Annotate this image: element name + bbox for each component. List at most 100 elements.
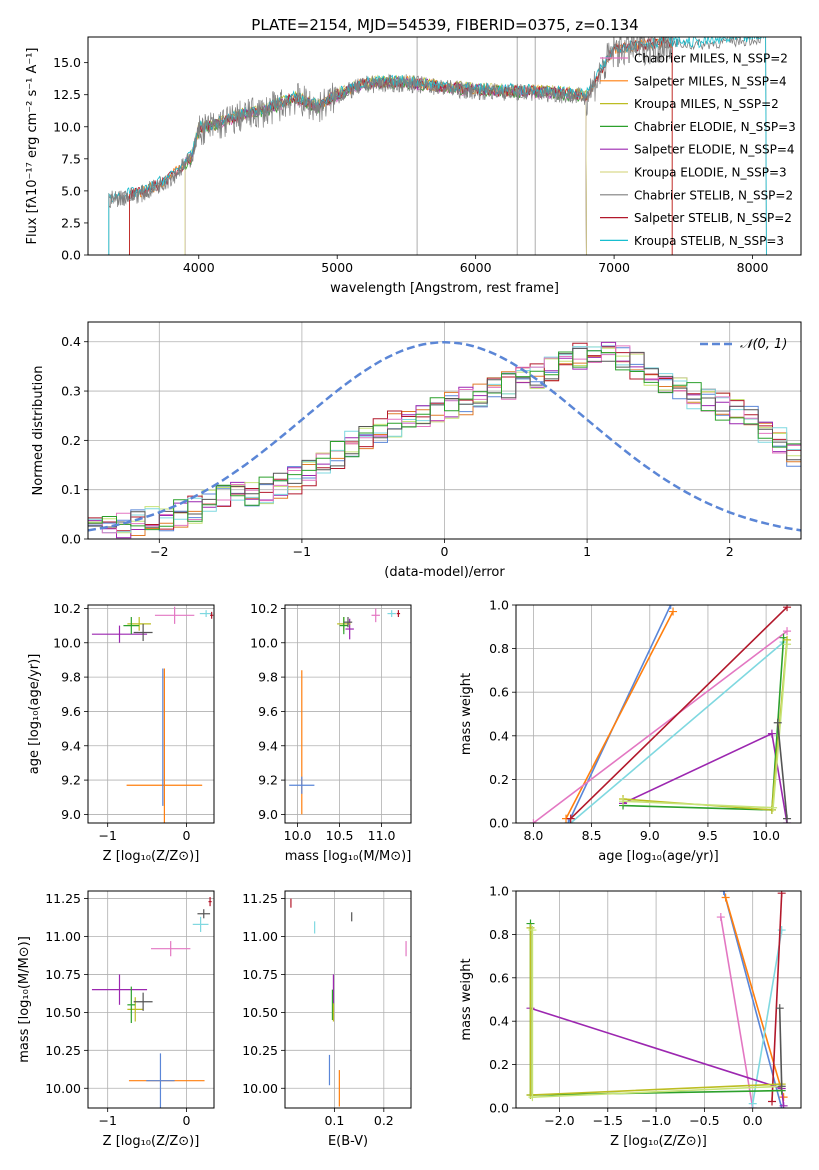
plus-marker — [528, 926, 537, 935]
plus-marker — [767, 729, 776, 738]
mass-weight-line — [776, 722, 788, 819]
y-tick-label: 9.2 — [258, 773, 278, 788]
x-tick-label: 8000 — [737, 260, 769, 275]
axes-frame — [87, 604, 215, 824]
legend-entry: Kroupa ELODIE, N_SSP=3 — [634, 166, 787, 180]
y-tick-label: 9.0 — [258, 807, 278, 822]
y-tick-label: 0.8 — [489, 927, 509, 942]
plot-area — [91, 606, 214, 823]
mass-weight-line — [722, 891, 783, 1108]
y-tick-label: 9.0 — [61, 807, 81, 822]
plus-marker — [769, 803, 778, 812]
mass-weight-line — [751, 929, 783, 1104]
plus-marker — [566, 814, 575, 823]
plus-marker — [783, 640, 792, 649]
x-tick-label: −2 — [150, 544, 168, 559]
y-axis-label: age [log₁₀(age/yr)] — [27, 654, 42, 775]
mass-vs-ebv-panel: 0.1 0.2 10.00 10.25 10.50 10.75 11.00 11.25 E(B-… — [242, 890, 412, 1149]
age-vs-mass-panel: 10.0 10.5 11.0 9.0 9.2 9.4 9.6 9.8 10.0 10.2 mass … — [250, 601, 412, 864]
x-axis-label: wavelength [Angstrom, rest frame] — [330, 281, 559, 296]
x-axis-label: E(B-V) — [328, 1134, 368, 1149]
mass-weight-line — [771, 893, 783, 1102]
y-tick-label: 10.75 — [242, 967, 278, 982]
y-tick-label: 10.2 — [250, 601, 278, 616]
x-tick-label: 10.0 — [752, 828, 780, 843]
plus-marker — [748, 1099, 757, 1108]
plot-area — [289, 608, 401, 815]
y-axis-label: Flux [fλ10⁻¹⁷ erg cm⁻² s⁻¹ A⁻¹] — [25, 48, 40, 245]
plot-area — [290, 898, 407, 1107]
mass-weight-line — [778, 1008, 783, 1087]
model-spectrum-line — [184, 74, 587, 255]
mass-weight-line — [720, 916, 754, 1108]
y-tick-label: 10.0 — [53, 635, 81, 650]
y-tick-label: 10.00 — [45, 1081, 81, 1096]
plot-area — [526, 891, 788, 1108]
age-vs-metallicity-panel: −1 0 9.0 9.2 9.4 9.6 9.8 10.0 10.2 Z [log₁₀(Z/Z⊙)… — [27, 601, 215, 864]
x-axis-label: age [log₁₀(age/yr)] — [598, 849, 719, 864]
y-axis-label: Normed distribution — [31, 366, 46, 496]
axes-frame — [87, 321, 802, 540]
y-tick-label: 0.0 — [489, 1101, 509, 1116]
plus-marker — [768, 1097, 777, 1106]
y-tick-label: 0.0 — [489, 816, 509, 831]
residual-histogram-panel: −2 −1 0 1 2 0.0 0.1 0.2 0.3 0.4 (data-model)/error… — [31, 321, 802, 580]
y-tick-label: 9.8 — [61, 670, 81, 685]
plot-area — [91, 897, 212, 1108]
plus-marker — [777, 891, 786, 898]
y-tick-label: 0.0 — [61, 532, 81, 547]
x-tick-label: −1.0 — [641, 1113, 671, 1128]
axes-frame — [284, 604, 412, 824]
plus-marker — [777, 926, 786, 935]
y-tick-label: 0.2 — [489, 772, 509, 787]
y-tick-label: 0.3 — [61, 384, 81, 399]
y-tick-label: 0.2 — [61, 433, 81, 448]
y-tick-label: 0.6 — [489, 970, 509, 985]
plus-marker — [716, 913, 725, 922]
axes-frame — [87, 36, 802, 256]
legend-entry: Kroupa MILES, N_SSP=2 — [634, 97, 779, 111]
x-tick-label: 0.1 — [324, 1113, 344, 1128]
mass-weight-line — [570, 641, 785, 823]
legend-entry: Salpeter STELIB, N_SSP=2 — [634, 211, 792, 225]
plus-marker — [528, 1093, 537, 1102]
y-tick-label: 10.0 — [53, 119, 81, 134]
y-tick-label: 11.00 — [242, 929, 278, 944]
x-tick-label: 1 — [583, 544, 591, 559]
normal-distribution-curve — [88, 340, 801, 532]
y-tick-label: 9.6 — [258, 704, 278, 719]
x-tick-label: 10.5 — [326, 828, 354, 843]
x-axis-label: (data-model)/error — [384, 565, 505, 580]
x-tick-label: 8.0 — [524, 828, 544, 843]
axes-frame — [284, 890, 412, 1109]
plus-marker — [773, 718, 782, 727]
mass-vs-metallicity-panel: −1 0 10.00 10.25 10.50 10.75 11.00 11.25 Z [log₁… — [17, 890, 215, 1149]
x-tick-label: −0.5 — [689, 1113, 719, 1128]
legend-entry: Salpeter MILES, N_SSP=4 — [634, 74, 787, 88]
legend-entry: Salpeter ELODIE, N_SSP=4 — [634, 143, 795, 157]
x-tick-label: −1.5 — [593, 1113, 623, 1128]
legend-entry: Chabrier STELIB, N_SSP=2 — [634, 188, 793, 202]
x-tick-label: 5000 — [321, 260, 353, 275]
x-axis-label: Z [log₁₀(Z/Z⊙)] — [610, 1134, 707, 1149]
y-tick-label: 2.5 — [61, 215, 81, 230]
x-tick-label: −1 — [98, 1113, 116, 1128]
x-tick-label: 0 — [441, 544, 449, 559]
mass-weight-line — [570, 606, 788, 820]
y-tick-label: 10.75 — [45, 967, 81, 982]
plus-marker — [775, 1004, 784, 1013]
observed-spectrum-line — [108, 37, 673, 208]
plus-marker — [783, 605, 792, 612]
mass-weight-line — [622, 639, 788, 811]
mass-weight-line — [532, 630, 788, 823]
y-tick-label: 0.0 — [61, 248, 81, 263]
y-tick-label: 11.25 — [45, 891, 81, 906]
y-tick-label: 10.50 — [45, 1005, 81, 1020]
y-tick-label: 0.4 — [61, 334, 81, 349]
y-tick-label: 9.2 — [61, 773, 81, 788]
model-spectrum-line — [184, 74, 587, 255]
y-tick-label: 11.00 — [45, 929, 81, 944]
x-axis-label: Z [log₁₀(Z/Z⊙)] — [103, 1134, 200, 1149]
massweight-vs-age-panel: 8.0 8.5 9.0 9.5 10.0 0.0 0.2 0.4 0.6 0.8 1.0 age [l… — [459, 598, 802, 864]
x-tick-label: 0 — [182, 1113, 190, 1128]
